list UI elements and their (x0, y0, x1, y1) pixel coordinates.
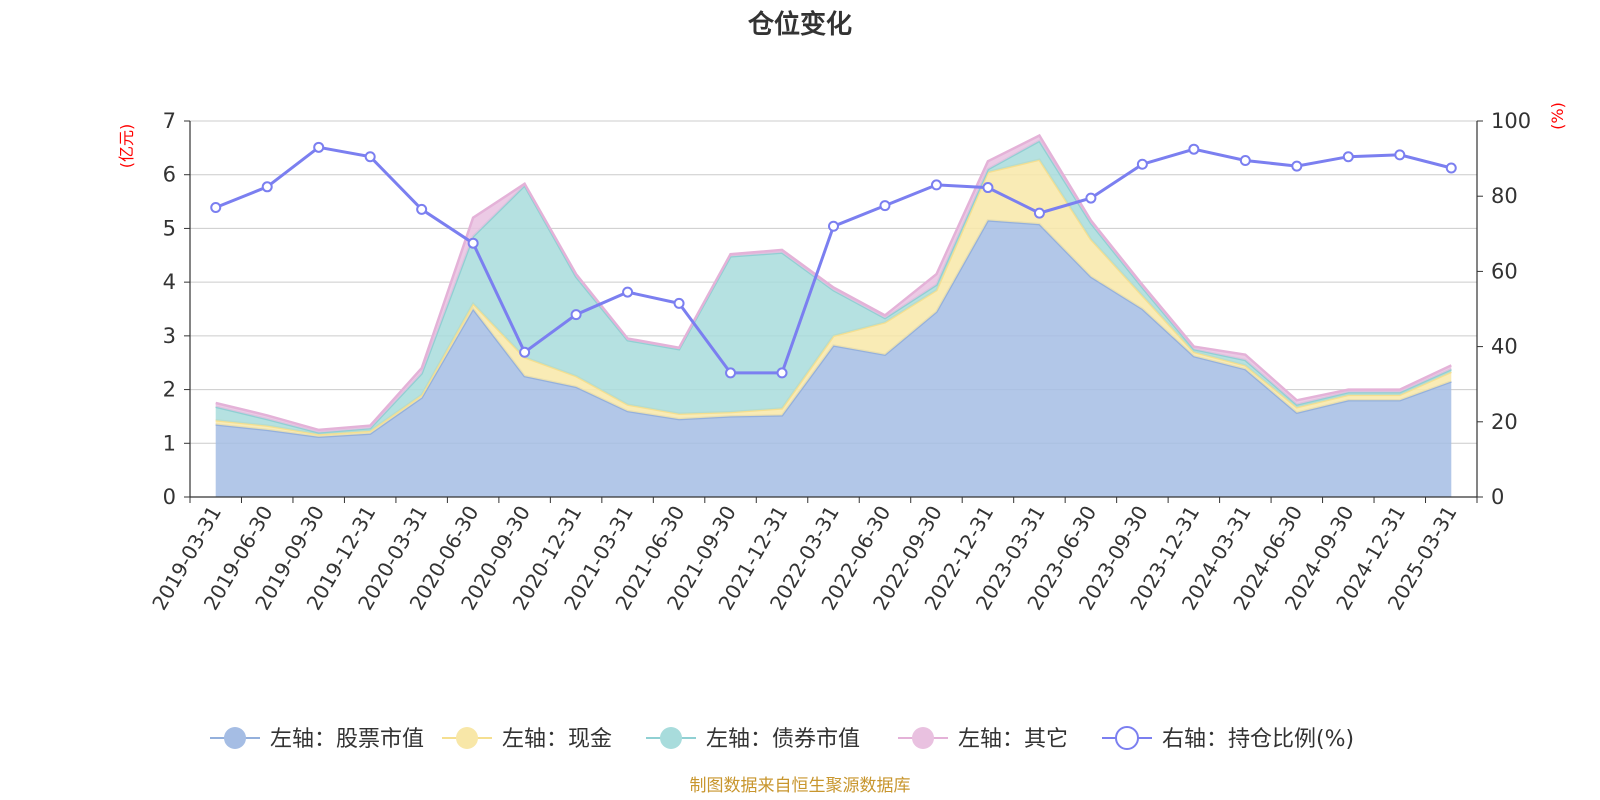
ratio-point (1188, 143, 1200, 155)
ratio-point (1085, 192, 1097, 204)
ratio-point (1394, 149, 1406, 161)
ratio-point (313, 141, 325, 153)
ratio-point (570, 309, 582, 321)
ratio-point (416, 203, 428, 215)
right-axis-tick-label: 60 (1491, 259, 1518, 283)
right-axis-tick-label: 0 (1491, 485, 1504, 509)
ratio-point (519, 346, 531, 358)
left-axis-tick-label: 2 (163, 378, 176, 402)
ratio-point (982, 182, 994, 194)
ratio-point (1239, 154, 1251, 166)
legend-marker (456, 727, 478, 749)
right-axis-tick-label: 40 (1491, 335, 1518, 359)
legend-marker (224, 727, 246, 749)
legend-marker (660, 727, 682, 749)
ratio-point (930, 179, 942, 191)
left-axis-tick-label: 6 (163, 163, 176, 187)
legend-label: 左轴：债券市值 (706, 727, 860, 752)
left-axis-tick-label: 7 (163, 109, 176, 133)
chart-title: 仓位变化 (747, 9, 852, 40)
legend-item[interactable]: 左轴：股票市值 (210, 727, 424, 752)
ratio-point (210, 201, 222, 213)
area-series-2 (215, 140, 1452, 435)
ratio-point (1445, 162, 1457, 174)
legend-item[interactable]: 左轴：现金 (442, 727, 612, 752)
right-axis-tick-label: 80 (1491, 184, 1518, 208)
ratio-point (776, 367, 788, 379)
ratio-point (467, 237, 479, 249)
left-axis-tick-label: 0 (163, 485, 176, 509)
left-axis-tick-label: 5 (163, 216, 176, 240)
ratio-point (1136, 158, 1148, 170)
source-note: 制图数据来自恒生聚源数据库 (690, 776, 911, 796)
stacked-areas (215, 133, 1452, 497)
legend-label: 右轴：持仓比例(%) (1162, 727, 1354, 752)
right-axis-tick-label: 100 (1491, 109, 1531, 133)
ratio-point (673, 297, 685, 309)
area-series-edge-3 (215, 133, 1452, 432)
ratio-line (210, 141, 1457, 379)
left-axis-unit: (亿元) (117, 124, 136, 169)
legend-marker (1115, 726, 1139, 750)
right-axis-unit: (%) (1548, 102, 1567, 130)
ratio-point (828, 220, 839, 232)
ratio-point (725, 367, 737, 379)
ratio-point (364, 151, 376, 163)
ratio-point (1291, 160, 1303, 172)
ratio-point (1342, 151, 1354, 163)
legend-label: 左轴：现金 (502, 727, 612, 752)
left-axis-tick-label: 1 (163, 431, 176, 455)
legend-item[interactable]: 左轴：债券市值 (646, 727, 860, 752)
ratio-point (879, 200, 891, 212)
legend-label: 左轴：其它 (958, 727, 1068, 752)
left-axis-tick-label: 3 (163, 324, 176, 348)
right-axis-tick-label: 20 (1491, 410, 1518, 434)
legend-item[interactable]: 右轴：持仓比例(%) (1102, 726, 1354, 752)
legend-marker (912, 727, 934, 749)
ratio-point (1033, 207, 1045, 219)
ratio-point (261, 181, 273, 193)
legend-item[interactable]: 左轴：其它 (898, 727, 1068, 752)
legend[interactable]: 左轴：股票市值 左轴：现金 左轴：债券市值 左轴：其它 右轴：持仓比例(%) (210, 726, 1354, 752)
ratio-point (622, 286, 634, 298)
legend-label: 左轴：股票市值 (270, 727, 424, 752)
area-series-0 (215, 220, 1452, 497)
left-axis-tick-label: 4 (163, 270, 176, 294)
area-series-1 (215, 159, 1452, 437)
